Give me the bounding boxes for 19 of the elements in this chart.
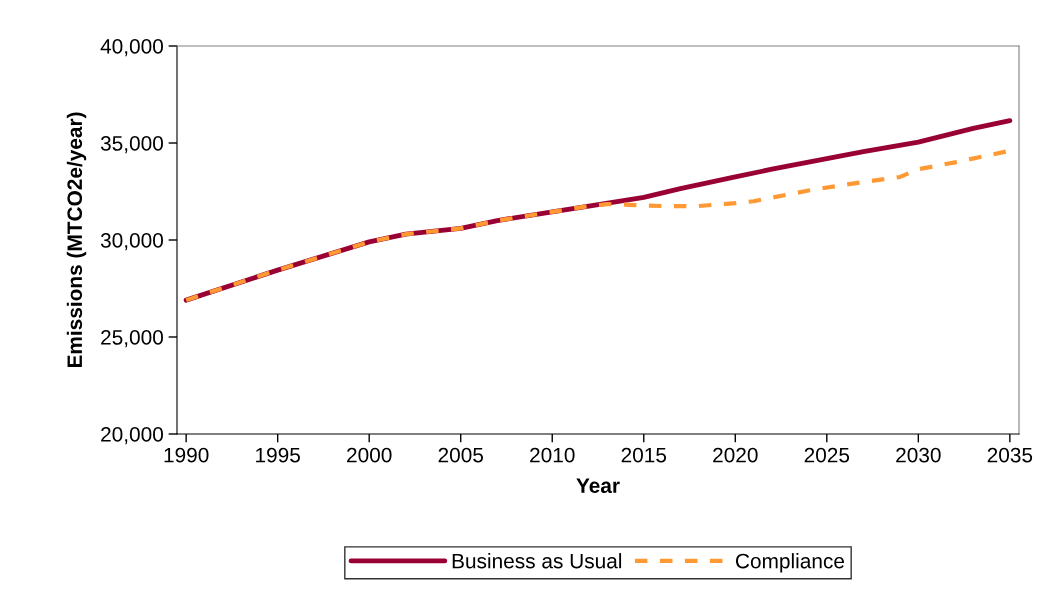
x-tick-label: 2010 <box>530 447 575 463</box>
x-tick-label: 2015 <box>621 447 667 463</box>
x-tick-label: 2035 <box>987 447 1033 463</box>
x-axis-title: Year <box>576 478 620 494</box>
legend-label: Compliance <box>735 553 845 573</box>
y-tick-label: 35,000 <box>100 136 163 154</box>
x-tick-label: 2025 <box>804 447 850 463</box>
y-tick-label: 25,000 <box>101 330 163 348</box>
y-axis-title: Emissions (MTCO2e/year) <box>66 112 87 368</box>
x-tick-label: 2005 <box>438 447 484 463</box>
y-tick-label: 30,000 <box>100 233 163 251</box>
y-tick-label: 20,000 <box>101 427 163 445</box>
x-tick-label: 2000 <box>347 447 392 463</box>
legend-label: Business as Usual <box>452 553 622 569</box>
y-tick-label: 40,000 <box>100 39 163 57</box>
x-tick-label: 1990 <box>164 447 209 463</box>
x-tick-label: 2020 <box>713 447 758 463</box>
x-tick-label: 2030 <box>896 447 941 463</box>
x-tick-label: 1995 <box>256 447 300 463</box>
